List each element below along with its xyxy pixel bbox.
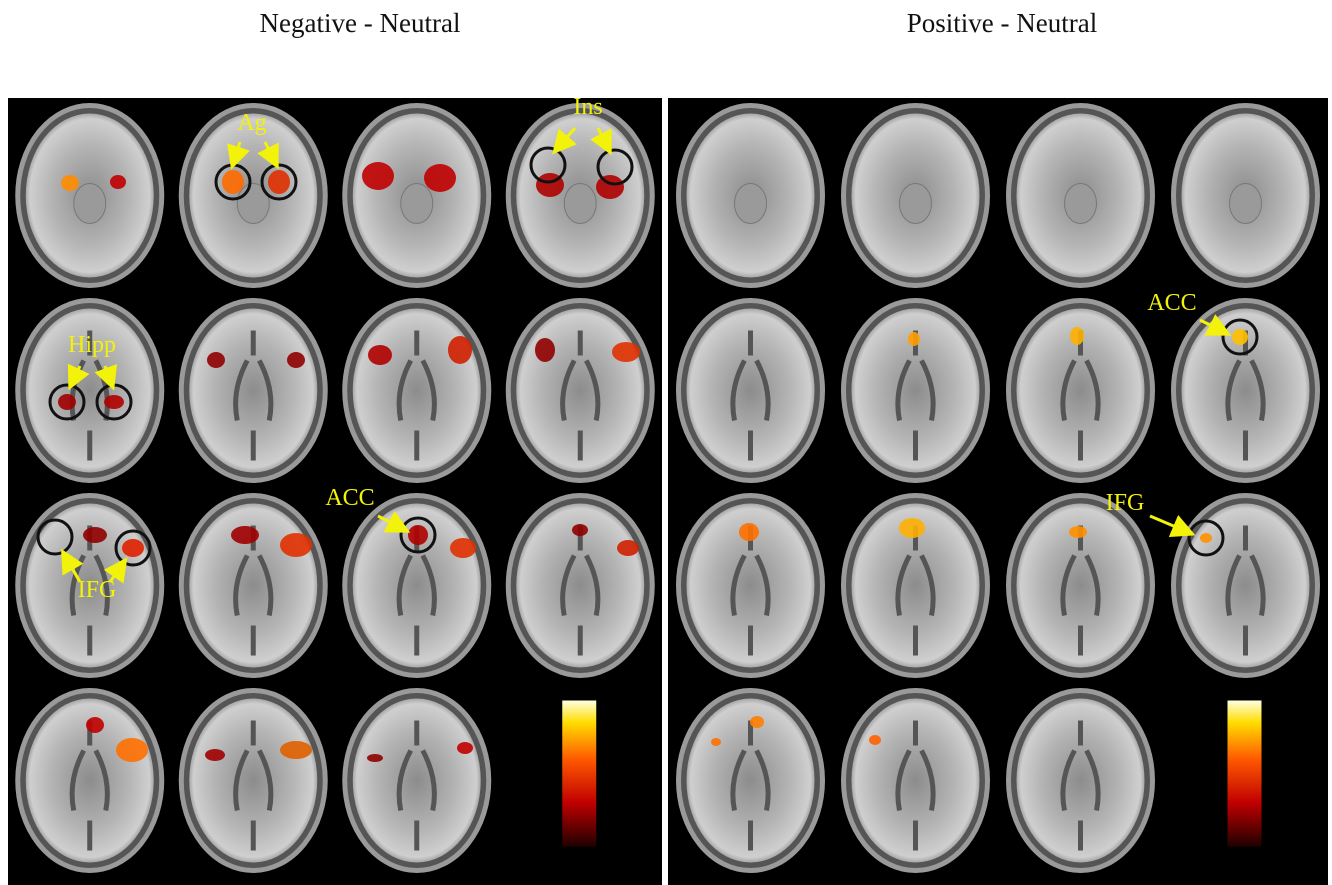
brain-slice <box>1009 496 1153 676</box>
activation-blob <box>280 533 312 557</box>
brain-slice <box>844 691 988 871</box>
brainstem <box>1230 184 1262 224</box>
activation-blob <box>424 164 456 192</box>
activation-blob <box>899 518 925 538</box>
activation-blob <box>362 162 394 190</box>
activation-blob <box>869 735 881 745</box>
panel-title: Positive - Neutral <box>907 8 1097 38</box>
brain-slice <box>679 301 823 481</box>
brain-slice <box>508 496 652 676</box>
activation-blob <box>367 754 383 762</box>
activation-blob <box>280 741 312 759</box>
brain-slice <box>679 496 823 676</box>
figure: Negative - Neutral Positive - Neutral Ag… <box>0 0 1332 885</box>
brain-slice <box>345 691 489 871</box>
region-label: Hipp <box>68 332 116 358</box>
activation-blob <box>457 742 473 754</box>
activation-blob <box>207 352 225 368</box>
activation-blob <box>908 332 920 346</box>
brain-slice <box>345 496 489 676</box>
activation-blob <box>739 523 759 541</box>
activation-blob <box>612 342 640 362</box>
brain-slice <box>1009 691 1153 871</box>
brain-slice <box>181 691 325 871</box>
region-label: IFG <box>78 577 117 603</box>
region-label: ACC <box>1147 290 1196 316</box>
activation-blob <box>104 395 124 409</box>
activation-blob <box>1070 327 1084 345</box>
activation-blob <box>448 336 472 364</box>
activation-blob <box>231 526 259 544</box>
brainstem <box>735 184 767 224</box>
brainstem <box>401 184 433 224</box>
region-label: Ins <box>573 94 602 120</box>
colorbar <box>1228 701 1262 847</box>
brainstem <box>564 184 596 224</box>
activation-blob <box>535 338 555 362</box>
activation-blob <box>287 352 305 368</box>
brainstem <box>900 184 932 224</box>
activation-blob <box>711 738 721 746</box>
activation-blob <box>110 175 126 189</box>
activation-blob <box>83 527 107 543</box>
activation-blob <box>1232 329 1248 345</box>
brain-slice <box>18 106 162 286</box>
brain-slice <box>508 301 652 481</box>
activation-blob <box>596 175 624 199</box>
activation-blob <box>86 717 104 733</box>
brain-slice <box>18 691 162 871</box>
activation-blob <box>572 524 588 536</box>
brainstem <box>74 184 106 224</box>
activation-blob <box>750 716 764 728</box>
brain-slice <box>1174 496 1318 676</box>
brain-slice <box>18 301 162 481</box>
colorbar <box>562 701 596 847</box>
activation-blob <box>116 738 148 762</box>
activation-blob <box>617 540 639 556</box>
activation-blob <box>205 749 225 761</box>
activation-blob <box>408 525 428 545</box>
brain-slice <box>1174 301 1318 481</box>
brain-slice <box>844 301 988 481</box>
brainstem <box>1065 184 1097 224</box>
brain-slice <box>345 106 489 286</box>
brain-slice <box>679 691 823 871</box>
region-label: Ag <box>237 110 266 136</box>
activation-blob <box>122 539 144 557</box>
activation-blob <box>1200 533 1212 543</box>
activation-blob <box>268 170 290 194</box>
brain-slice <box>844 106 988 286</box>
brain-slice <box>679 106 823 286</box>
panel-title: Negative - Neutral <box>260 8 461 38</box>
activation-blob <box>368 345 392 365</box>
region-label: ACC <box>325 485 374 511</box>
activation-blob <box>450 538 476 558</box>
brain-slice <box>345 301 489 481</box>
region-label: IFG <box>1106 490 1145 516</box>
brain-slice <box>1009 106 1153 286</box>
brain-slice <box>508 106 652 286</box>
activation-blob <box>61 175 79 191</box>
brain-slice <box>181 496 325 676</box>
activation-blob <box>58 394 76 410</box>
activation-blob <box>1069 526 1087 538</box>
brain-slice <box>1009 301 1153 481</box>
brain-slice <box>181 301 325 481</box>
brain-slice <box>1174 106 1318 286</box>
activation-blob <box>222 170 244 194</box>
